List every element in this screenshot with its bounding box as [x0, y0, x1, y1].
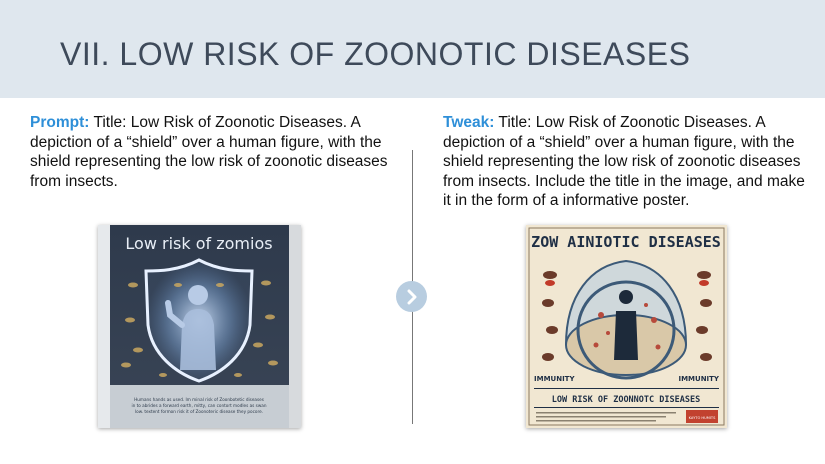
prompt-text: Title: Low Risk of Zoonotic Diseases. A … [30, 114, 388, 190]
tweak-generated-image: ZOW AINIOTIC DISEASES IMMUNITY IMMUNITY … [526, 225, 727, 428]
right-image-subtitle: LOW RISK OF ZOONNOTC DISEASES [552, 395, 700, 405]
tweak-text-block: Tweak: Title: Low Risk of Zoonotic Disea… [443, 113, 813, 211]
left-image-title: Low risk of zomios [125, 234, 272, 253]
tweak-text: Title: Low Risk of Zoonotic Diseases. A … [443, 114, 805, 209]
slide-header: VII. LOW RISK OF ZOONOTIC DISEASES [0, 0, 825, 98]
right-image-stamp: KAYTO HUMITS [689, 416, 717, 420]
tweak-label: Tweak: [443, 114, 495, 131]
right-image-label-left: IMMUNITY [534, 375, 575, 383]
right-image-label-right: IMMUNITY [678, 375, 719, 383]
prompt-text-block: Prompt: Title: Low Risk of Zoonotic Dise… [30, 113, 390, 191]
left-image-caption-1: Humans hands as used. Im minal risk of Z… [134, 397, 264, 402]
right-image-title: ZOW AINIOTIC DISEASES [531, 233, 721, 251]
prompt-label: Prompt: [30, 114, 90, 131]
left-image-caption-3: low. textent formon risk it of Zoonoteri… [135, 409, 263, 414]
slide-title: VII. LOW RISK OF ZOONOTIC DISEASES [60, 36, 691, 72]
chevron-right-icon [396, 281, 427, 312]
left-image-caption-2: in to abrides a forward earth, mitty, ca… [131, 403, 266, 408]
prompt-generated-image: Low risk of zomios Humans hands as used.… [98, 225, 301, 428]
